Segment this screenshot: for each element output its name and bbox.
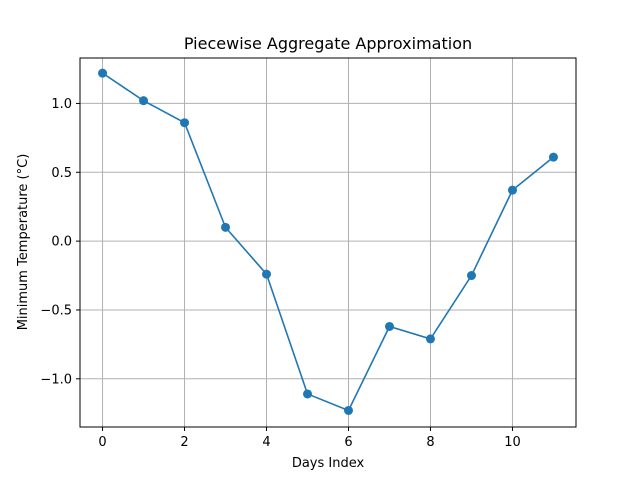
- y-tick-label: −0.5: [40, 303, 72, 318]
- x-tick-label: 10: [504, 435, 521, 450]
- y-axis-label: Minimum Temperature (°C): [16, 154, 31, 331]
- plot-frame: [79, 57, 577, 428]
- data-point: [425, 334, 435, 344]
- data-point: [303, 389, 313, 399]
- data-point: [180, 118, 190, 128]
- x-tick-label: 6: [344, 435, 352, 450]
- data-point: [98, 68, 108, 78]
- y-tick-label: 1.0: [51, 97, 72, 112]
- data-point: [139, 96, 149, 106]
- chart-title: Piecewise Aggregate Approximation: [184, 34, 472, 53]
- data-point: [466, 271, 476, 281]
- data-point: [507, 185, 517, 195]
- x-tick-label: 4: [262, 435, 270, 450]
- x-tick-label: 8: [426, 435, 434, 450]
- series-layer: [98, 68, 558, 415]
- data-point: [548, 152, 558, 162]
- x-axis-label: Days Index: [292, 456, 365, 471]
- grid-lines: [80, 58, 576, 427]
- axis-ticks: 0 2 4 6 8 10 −1.0 −0.5 0.0 0.5 1.0: [40, 97, 520, 450]
- data-point: [262, 269, 272, 279]
- data-point: [384, 321, 394, 331]
- data-point: [221, 222, 231, 232]
- y-tick-label: 0.5: [51, 166, 72, 181]
- y-tick-label: −1.0: [40, 372, 72, 387]
- y-tick-label: 0.0: [51, 235, 72, 250]
- data-point: [343, 405, 353, 415]
- series-line: [102, 72, 554, 412]
- x-tick-label: 0: [98, 435, 106, 450]
- x-tick-label: 2: [180, 435, 188, 450]
